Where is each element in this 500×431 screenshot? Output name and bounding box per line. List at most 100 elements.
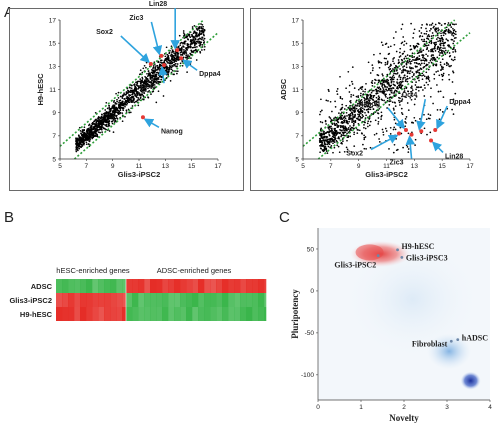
data-point: [434, 28, 436, 30]
data-point: [343, 127, 346, 129]
data-point: [422, 89, 424, 91]
data-point: [203, 48, 206, 51]
data-point: [408, 58, 411, 61]
data-point: [375, 103, 378, 106]
data-point: [179, 51, 182, 54]
data-point: [395, 138, 397, 140]
data-point: [405, 42, 408, 45]
data-point: [351, 83, 354, 85]
data-point: [370, 102, 372, 105]
data-point: [346, 129, 348, 132]
data-point: [165, 72, 168, 74]
data-point: [441, 42, 443, 45]
heatmap-cell: [258, 293, 265, 307]
data-point: [420, 59, 423, 62]
column-group-label: hESC-enriched genes: [56, 266, 130, 275]
data-point: [412, 45, 415, 47]
data-point: [114, 119, 117, 122]
data-point: [80, 146, 83, 148]
data-point: [451, 48, 454, 51]
data-point: [393, 62, 395, 65]
data-point: [439, 64, 442, 66]
data-point: [128, 95, 131, 97]
data-point: [167, 61, 169, 64]
data-point: [398, 61, 401, 64]
heatmap-cell: [174, 293, 181, 307]
data-point: [342, 129, 345, 131]
data-point: [373, 53, 375, 56]
data-point: [165, 46, 168, 49]
data-point: [388, 104, 391, 106]
data-point: [78, 145, 81, 147]
data-point: [185, 54, 188, 57]
data-point: [101, 123, 103, 126]
data-point: [363, 134, 365, 137]
data-point: [152, 64, 155, 67]
data-point: [385, 130, 388, 132]
data-point: [326, 140, 328, 143]
data-point: [377, 104, 379, 107]
gene-arrow: [436, 105, 448, 130]
data-point: [442, 96, 445, 98]
data-point: [183, 49, 185, 51]
data-point: [116, 108, 119, 110]
data-point: [333, 122, 336, 125]
data-point: [323, 141, 326, 143]
data-point: [392, 86, 394, 89]
data-point: [176, 63, 179, 65]
data-point: [202, 27, 204, 30]
data-point: [328, 116, 331, 118]
data-point: [379, 52, 381, 55]
panel-letter-b: B: [4, 209, 15, 226]
data-point: [441, 111, 444, 113]
data-point: [201, 37, 204, 39]
data-point: [89, 131, 92, 134]
data-point: [119, 95, 122, 98]
data-point: [79, 130, 82, 132]
data-point: [402, 80, 404, 83]
data-point: [365, 82, 367, 85]
data-point: [185, 53, 188, 55]
data-point: [342, 132, 345, 135]
data-point: [436, 56, 439, 59]
y-tick-label: 7: [52, 133, 56, 140]
data-point: [344, 126, 347, 129]
data-point: [351, 117, 354, 120]
y-tick-label: 15: [292, 40, 300, 47]
data-point: [325, 99, 328, 102]
data-point: [389, 76, 392, 79]
data-point: [356, 128, 359, 131]
data-point: [452, 29, 455, 32]
heatmap-cell: [104, 293, 111, 307]
heatmap-cell: [174, 279, 181, 293]
data-point: [121, 94, 124, 97]
data-point: [167, 72, 170, 74]
data-point: [107, 117, 110, 120]
data-point: [328, 141, 331, 143]
data-point: [201, 30, 203, 33]
data-point: [357, 102, 359, 105]
data-point: [156, 81, 159, 83]
gene-label-sox2: Sox2: [96, 29, 113, 36]
data-point: [339, 96, 342, 98]
data-point: [191, 26, 194, 28]
data-point: [407, 90, 409, 93]
data-point: [75, 141, 78, 143]
gene-arrow: [405, 135, 416, 159]
data-point: [347, 126, 350, 129]
data-point: [112, 104, 115, 107]
heatmap-row-label: Glis3-iPSC2: [9, 296, 52, 305]
data-point: [437, 40, 439, 43]
data-point: [392, 60, 394, 63]
data-point: [452, 71, 455, 74]
data-point: [321, 109, 323, 112]
data-point: [399, 68, 401, 70]
x-tick-label: 17: [466, 163, 474, 170]
data-point: [405, 96, 407, 99]
data-point: [422, 74, 425, 76]
data-point: [332, 151, 334, 154]
data-point: [163, 60, 166, 62]
data-point: [170, 71, 173, 74]
data-point: [376, 86, 379, 89]
data-point: [136, 99, 139, 101]
